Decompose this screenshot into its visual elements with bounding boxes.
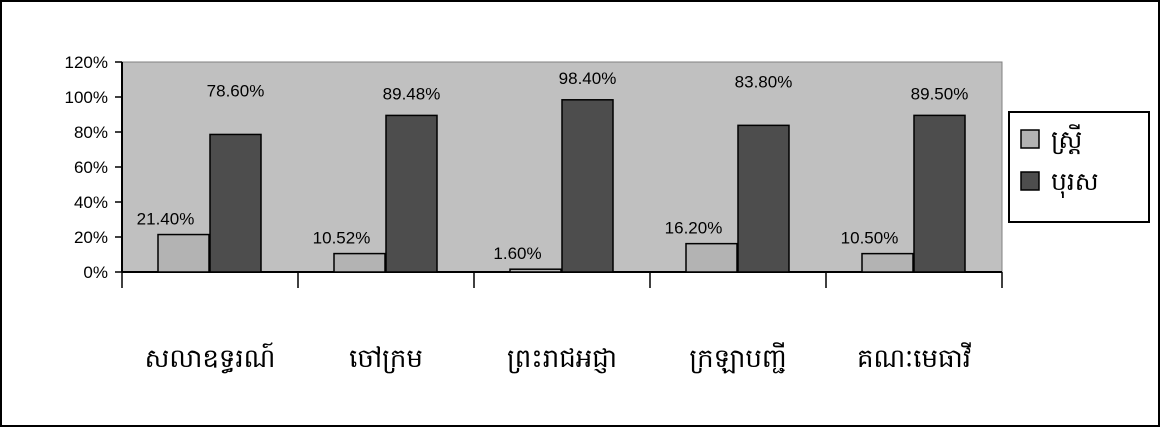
legend-swatch-female (1020, 129, 1040, 149)
bar-male (385, 114, 438, 273)
y-tick-label: 0% (83, 263, 108, 282)
x-category-label: ព្រះរាជអជ្ញា (507, 344, 617, 374)
x-category-label: ក្រឡាបញ្ជី (689, 342, 786, 374)
data-label-male: 98.40% (559, 69, 617, 88)
legend-swatch-male (1020, 171, 1040, 191)
data-label-male: 83.80% (735, 72, 793, 91)
bar-male (209, 133, 262, 273)
y-tick-label: 40% (74, 193, 108, 212)
bar-male (737, 124, 790, 273)
y-tick-label: 100% (65, 88, 108, 107)
bar-male (561, 99, 614, 273)
x-category-label: គណៈមេធាវី (857, 342, 971, 374)
y-tick-label: 60% (74, 158, 108, 177)
y-tick-label: 20% (74, 228, 108, 247)
bar-female (157, 233, 210, 273)
data-label-female: 10.52% (313, 229, 371, 248)
y-tick-label: 120% (65, 53, 108, 72)
data-label-female: 21.40% (137, 210, 195, 229)
bar-female (509, 268, 562, 273)
data-label-female: 10.50% (841, 229, 899, 248)
data-label-female: 16.20% (665, 219, 723, 238)
legend-label-female: ស្រ្តី (1051, 124, 1082, 155)
data-label-male: 89.50% (911, 84, 969, 103)
x-category-label: ចៅក្រម (349, 344, 423, 374)
bar-female (333, 252, 386, 273)
y-tick-label: 80% (74, 123, 108, 142)
bar-female (685, 242, 738, 273)
data-label-male: 89.48% (383, 84, 441, 103)
data-label-female: 1.60% (493, 244, 541, 263)
bar-male (913, 114, 966, 273)
x-category-label: សលាឧទ្ធរណ៍ (145, 342, 276, 374)
bar-female (861, 252, 914, 273)
legend-label-male: បុរស (1051, 167, 1099, 198)
data-label-male: 78.60% (207, 81, 265, 100)
